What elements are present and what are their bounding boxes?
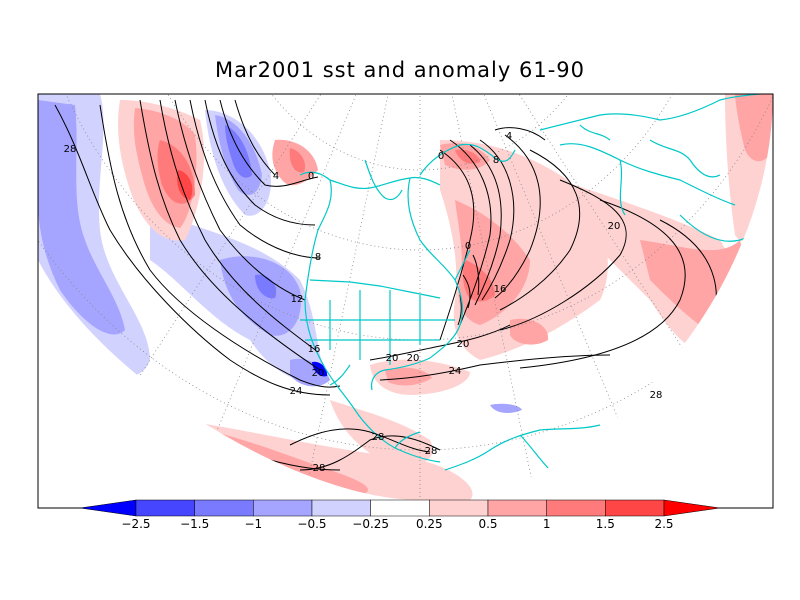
colorbar-tick-label: 0.5	[478, 517, 497, 531]
contour-label: 20	[386, 353, 399, 364]
colorbar-segment	[253, 499, 313, 517]
negative-anomaly-region	[312, 361, 328, 377]
colorbar-segment	[370, 499, 430, 517]
colorbar-arrow-high	[663, 499, 721, 517]
contour-label: 24	[290, 386, 303, 397]
colorbar-segment	[135, 499, 195, 517]
positive-anomaly-region	[177, 170, 193, 200]
colorbar-tick-label: −1	[244, 517, 262, 531]
colorbar-tick-label: −1.5	[180, 517, 209, 531]
contour-label: 8	[493, 155, 499, 166]
negative-anomaly-region	[490, 403, 522, 413]
negative-anomaly-region	[290, 358, 330, 387]
colorbar-segment	[605, 499, 665, 517]
negative-anomaly-region	[225, 125, 252, 178]
colorbar-tick-label: −0.25	[352, 517, 389, 531]
positive-anomaly-region	[180, 420, 473, 500]
colorbar-tick-label: −2.5	[121, 517, 150, 531]
contour-label: 28	[64, 144, 77, 155]
negative-anomaly-region	[255, 274, 277, 299]
positive-anomaly-region	[330, 400, 433, 467]
colorbar-segment	[194, 499, 254, 517]
contour-label: 4	[506, 131, 512, 142]
positive-anomaly-region	[455, 149, 480, 164]
positive-anomaly-region	[510, 318, 549, 345]
contour-label: 20	[608, 221, 621, 232]
contour-label: 20	[457, 339, 470, 350]
contour-label: 28	[313, 463, 326, 474]
contour-label: 28	[425, 446, 438, 457]
contour-labels: 28 4 0 8 12 16 20 24 28 28 28 20 20 20 24 0 4 8 0 16 20 28	[64, 131, 663, 474]
contour-label: 20	[407, 353, 420, 364]
colorbar-segment	[429, 499, 489, 517]
colorbar-segment	[546, 499, 606, 517]
contour-label: 20	[312, 368, 325, 379]
colorbar-tick-label: 0.25	[416, 517, 443, 531]
positive-anomaly-region	[200, 428, 369, 495]
colorbar-arrow-low	[79, 499, 137, 517]
colorbar-segment	[487, 499, 547, 517]
negative-anomaly-region	[38, 100, 125, 335]
colorbar-tick-label: −0.5	[297, 517, 326, 531]
negative-anomaly-region	[220, 256, 301, 336]
contour-label: 16	[308, 344, 321, 355]
coastlines	[299, 94, 773, 500]
contour-label: 12	[291, 294, 304, 305]
contour-label: 0	[438, 151, 444, 162]
contour-label: 28	[650, 390, 663, 401]
contour-label: 0	[308, 171, 314, 182]
contour-label: 0	[465, 241, 471, 252]
sst-contours	[54, 99, 717, 471]
colorbar-tick-label: 2.5	[654, 517, 673, 531]
positive-anomaly-region	[289, 148, 306, 173]
positive-anomaly-region	[735, 94, 773, 162]
contour-label: 28	[372, 432, 385, 443]
contour-label: 16	[494, 284, 507, 295]
map-title: Mar2001 sst and anomaly 61-90	[214, 58, 586, 82]
colorbar-segment	[311, 499, 371, 517]
colorbar: −2.5 −1.5 −1 −0.5 −0.25 0.25 0.5 1 1.5 2.5	[79, 499, 721, 531]
contour-label: 8	[315, 252, 321, 263]
contour-label: 24	[449, 366, 462, 377]
colorbar-tick-label: 1	[543, 517, 551, 531]
colorbar-tick-label: 1.5	[596, 517, 615, 531]
contour-label: 4	[273, 171, 279, 182]
